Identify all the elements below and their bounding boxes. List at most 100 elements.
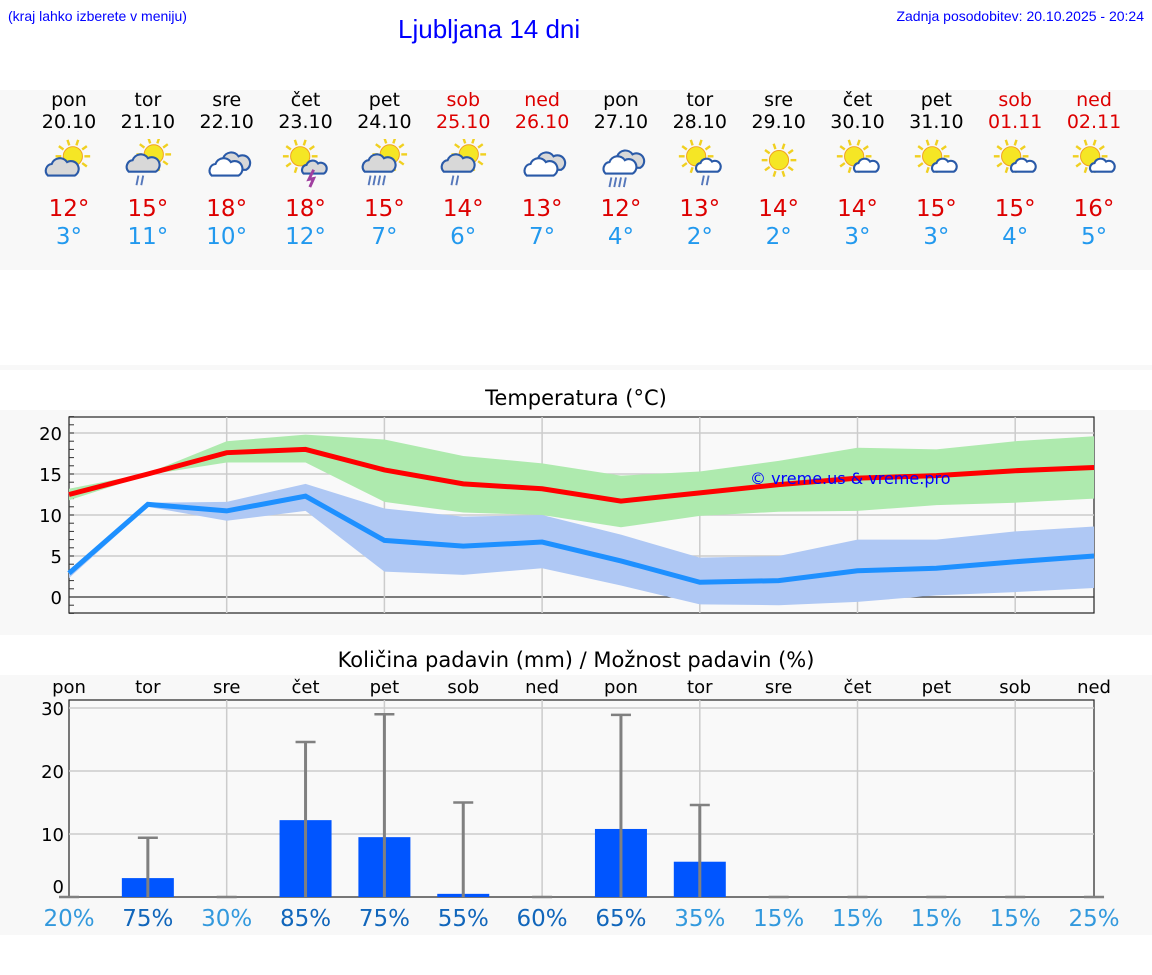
precipitation-probability: 75% [359, 906, 410, 932]
min-temperature: 2° [765, 224, 792, 250]
max-temperature: 18° [285, 196, 326, 222]
watermark: © vreme.us & vreme.pro [750, 469, 951, 488]
day-name: sob [446, 89, 481, 111]
day-forecast: ned 26.10 13° 7° [503, 89, 581, 251]
day-label: sob [999, 677, 1031, 698]
max-temperature-line [68, 446, 1095, 504]
day-forecast: čet 30.10 14° 3° [819, 89, 897, 251]
min-temperature: 2° [686, 224, 713, 250]
day-date: 22.10 [199, 111, 254, 133]
sun-thunderstorm-icon [282, 139, 328, 188]
max-temperature: 14° [442, 196, 484, 222]
precipitation-probability: 55% [438, 906, 489, 932]
min-temperature: 3° [923, 224, 950, 250]
day-label: ned [1077, 677, 1111, 698]
max-temperature: 15° [915, 196, 957, 222]
day-name: pet [920, 89, 952, 111]
sun-small-cloud-icon [836, 139, 880, 174]
y-tick-label: 20 [39, 424, 62, 445]
day-name: tor [134, 89, 162, 111]
precipitation-chart-title: Količina padavin (mm) / Možnost padavin … [337, 648, 815, 672]
day-name: sob [998, 89, 1032, 111]
precipitation-probability: 15% [990, 906, 1041, 932]
max-temperature: 13° [679, 196, 721, 222]
min-temperature: 6° [450, 224, 477, 250]
day-date: 01.11 [987, 111, 1043, 133]
max-temperature: 14° [758, 196, 800, 222]
sun-small-cloud-icon [915, 139, 959, 174]
min-temperature: 7° [529, 224, 556, 250]
day-label: sre [213, 677, 240, 698]
precipitation-probability: 15% [911, 906, 962, 932]
sun-small-cloud-icon [1072, 139, 1116, 174]
sun-icon [761, 143, 796, 177]
max-temperature: 18° [206, 196, 248, 222]
temperature-chart-title: Temperatura (°C) [485, 386, 667, 410]
precipitation-probability: 25% [1068, 906, 1119, 932]
clouds-heavy-rain-icon [602, 149, 646, 188]
day-label: tor [135, 677, 161, 698]
day-forecast: sob 25.10 14° 6° [424, 89, 502, 251]
day-label: sob [447, 677, 479, 698]
page-title: Ljubljana 14 dni [398, 14, 581, 44]
day-label: čet [843, 677, 871, 698]
precipitation-plot-area [68, 699, 1095, 898]
sun-cloud-icon [44, 139, 91, 177]
min-temperature: 4° [607, 224, 634, 250]
min-temperature: 4° [1002, 224, 1029, 250]
day-name: čet [842, 89, 873, 111]
precipitation-probability: 20% [43, 906, 94, 932]
forecast-strip-background [0, 90, 1152, 270]
min-temperature: 12° [285, 224, 326, 250]
day-date: 27.10 [593, 111, 649, 133]
max-temperature: 14° [837, 196, 878, 222]
clouds-icon [208, 151, 251, 177]
day-date: 24.10 [357, 111, 412, 133]
day-name: ned [524, 89, 560, 111]
max-temperature: 15° [127, 196, 169, 222]
day-label: ned [525, 677, 559, 698]
max-temperature-band [69, 434, 1095, 528]
precipitation-probability: 15% [753, 906, 804, 932]
day-name: tor [686, 89, 714, 111]
day-forecast: tor 21.10 15° 11° [109, 89, 187, 251]
precipitation-probability: 30% [201, 906, 252, 932]
max-temperature: 15° [364, 196, 405, 222]
day-label: pet [370, 677, 400, 698]
last-updated: Zadnja posodobitev: 20.10.2025 - 20:24 [896, 8, 1144, 24]
day-label: pon [52, 677, 86, 698]
day-forecast: čet 23.10 18° 12° [267, 89, 345, 251]
day-forecast: pet 24.10 15° 7° [345, 89, 423, 251]
day-name: sre [764, 89, 794, 111]
y-tick-label: 10 [41, 825, 64, 846]
day-date: 20.10 [41, 111, 97, 133]
day-date: 02.11 [1066, 111, 1122, 133]
day-label: pon [604, 677, 638, 698]
location-hint: (kraj lahko izberete v meniju) [8, 8, 187, 24]
day-date: 29.10 [751, 111, 806, 133]
day-date: 28.10 [672, 111, 727, 133]
sun-small-cloud-rain-icon [678, 139, 722, 186]
min-temperature: 3° [55, 224, 83, 250]
day-forecast: sob 01.11 15° 4° [976, 89, 1054, 251]
sun-cloud-rain-icon [440, 139, 487, 186]
day-label: sre [765, 677, 792, 698]
clouds-icon [523, 151, 567, 177]
y-tick-label: 0 [53, 877, 64, 898]
day-forecast: tor 28.10 13° 2° [661, 89, 739, 251]
y-tick-label: 10 [39, 506, 62, 527]
max-temperature: 16° [1073, 196, 1115, 222]
day-label: tor [687, 677, 713, 698]
day-forecast: pet 31.10 15° 3° [897, 89, 975, 251]
day-name: čet [290, 89, 321, 111]
min-temperature: 11° [127, 224, 169, 250]
sun-small-cloud-icon [994, 139, 1037, 174]
min-temperature: 10° [206, 224, 248, 250]
day-label: pet [922, 677, 952, 698]
y-tick-label: 30 [41, 699, 64, 720]
sun-cloud-heavy-rain-icon [362, 139, 408, 186]
y-tick-label: 20 [41, 762, 64, 783]
precipitation-probability: 35% [674, 906, 725, 932]
max-temperature: 15° [994, 196, 1036, 222]
day-date: 30.10 [830, 111, 885, 133]
